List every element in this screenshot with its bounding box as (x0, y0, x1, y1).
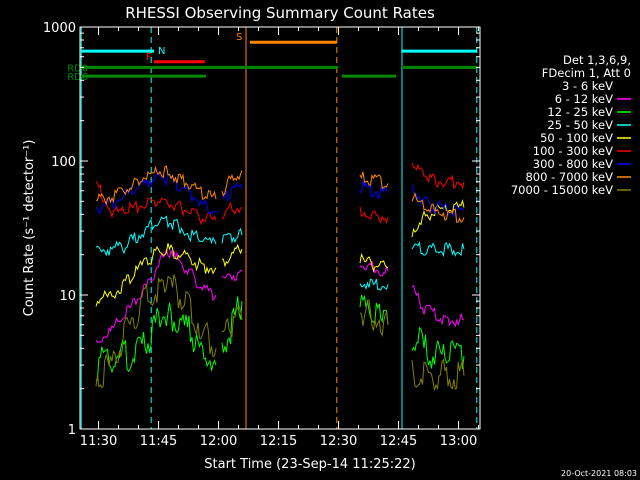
legend-header: FDecim 1, Att 0 (542, 66, 631, 80)
series-line (359, 299, 389, 337)
chart-title: RHESSI Observing Summary Count Rates (125, 4, 435, 22)
series-line (95, 181, 217, 226)
plot-frame (79, 26, 481, 430)
series-line (359, 180, 389, 199)
series-line (359, 252, 389, 273)
series-line (359, 171, 389, 190)
series-layer (95, 162, 465, 391)
legend-entry-label: 50 - 100 keV (540, 131, 613, 145)
series-line (359, 236, 389, 254)
legend-entry-label: 12 - 25 keV (547, 105, 613, 119)
series-line (411, 326, 465, 370)
series-line (222, 182, 243, 202)
y-tick-label: 100 (51, 155, 76, 170)
x-tick-label: 12:00 (200, 434, 237, 449)
series-line (359, 278, 389, 291)
series-line (221, 243, 243, 268)
series-line (411, 184, 465, 218)
y-tick-label: 1000 (43, 21, 76, 36)
legend-entry-label: 6 - 12 keV (555, 92, 613, 106)
series-line (221, 304, 243, 338)
series-line (95, 302, 217, 382)
flag-label-rd0: RD0 (67, 63, 88, 74)
series-300-800-keVkeV (95, 170, 465, 218)
series-line (221, 227, 243, 244)
timestamp: 20-Oct-2021 08:03 (561, 469, 637, 478)
x-axis-title: Start Time (23-Sep-14 11:25:22) (204, 457, 415, 472)
series-line (95, 165, 217, 206)
legend-header: Det 1,3,6,9, (563, 53, 631, 67)
series-line (411, 358, 465, 391)
flag-label-rd6: RD6 (67, 72, 88, 83)
legend-entry-label: 25 - 50 keV (547, 118, 613, 132)
series-line (95, 243, 217, 307)
series-line (411, 284, 465, 328)
series-line (411, 240, 465, 258)
markers-layer (80, 27, 478, 429)
x-tick-label: 11:45 (140, 434, 177, 449)
legend-entry-label: 7000 - 15000 keV (511, 183, 613, 197)
y-tick-label: 10 (59, 289, 76, 304)
series-6-12-keVkeV (95, 247, 465, 343)
legend-entry-label: 100 - 300 keV (533, 144, 613, 158)
series-100-300-keVkeV (95, 162, 465, 226)
x-tick-label: 13:00 (440, 434, 477, 449)
series-line (359, 206, 389, 225)
x-tick-label: 12:45 (380, 434, 417, 449)
series-line (95, 170, 217, 215)
series-line (411, 162, 465, 190)
series-50-100-keVkeV (95, 198, 465, 307)
series-line (411, 198, 465, 238)
y-axis-title: Count Rate (s⁻¹ detector⁻¹) (22, 140, 37, 317)
flag-label-s: S (236, 32, 242, 43)
x-tick-label: 11:30 (80, 434, 117, 449)
series-line (222, 201, 243, 219)
flag-label-f: F (146, 52, 152, 63)
series-line (95, 274, 217, 389)
legend-entry-label: 800 - 7000 keV (525, 170, 613, 184)
legend-entry-label: 3 - 6 keV (562, 79, 613, 93)
axes-layer: 11:30 11:45 12:00 12:15 12:30 12:45 13:00 1 10 10… (43, 21, 480, 449)
legend-entry-label: 300 - 800 keV (533, 157, 613, 171)
series-line (411, 245, 465, 269)
x-tick-label: 12:15 (260, 434, 297, 449)
series-line (411, 192, 465, 224)
x-tick-label: 12:30 (320, 434, 357, 449)
series-line (221, 170, 243, 197)
series-25-50-keVkeV (95, 215, 465, 291)
series-line (95, 247, 217, 343)
series-line (95, 215, 217, 257)
flag-label-n: N (158, 46, 165, 57)
series-line (221, 296, 243, 353)
series-line (221, 269, 243, 282)
series-7000-15000-keVkeV (95, 274, 465, 391)
y-tick-label: 1 (68, 423, 76, 438)
series-800-7000-keVkeV (95, 165, 465, 224)
